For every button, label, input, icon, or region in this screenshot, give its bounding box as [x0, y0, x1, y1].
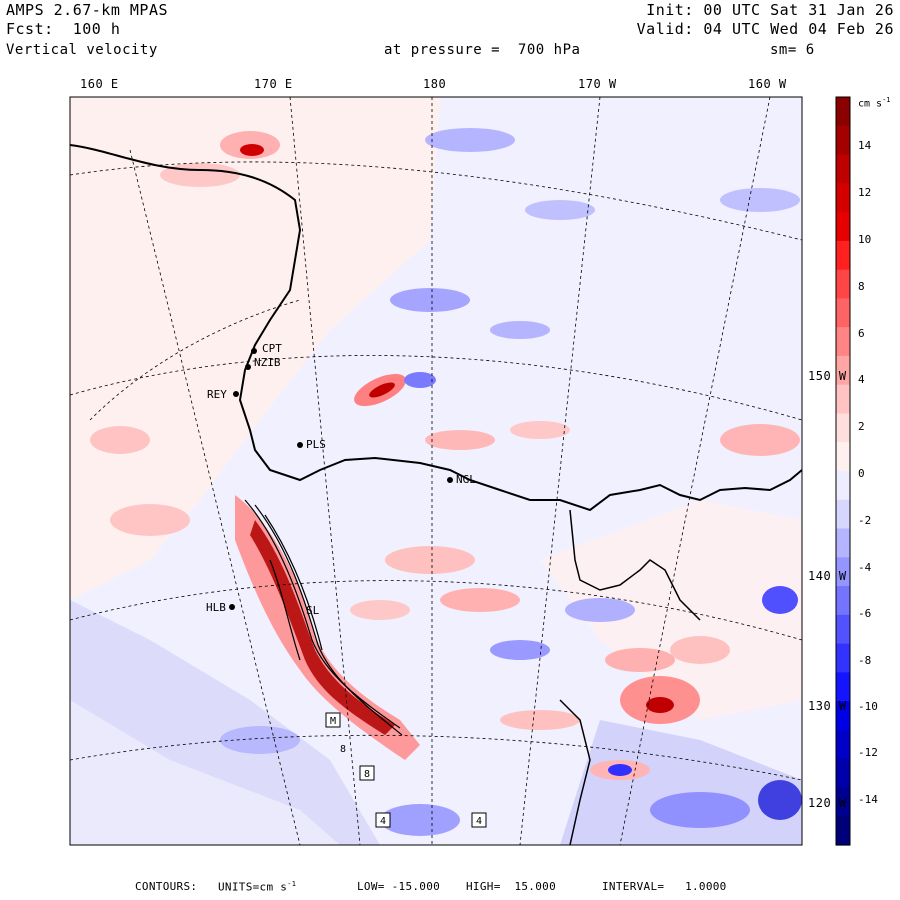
colorbar-swatch: [836, 125, 850, 156]
colorbar-units: cm s-1: [858, 96, 891, 110]
colorbar-swatch: [836, 212, 850, 242]
lat-label-120w: 120 W: [808, 796, 847, 810]
station-rey: REY: [207, 388, 227, 401]
colorbar-swatch: [836, 97, 850, 127]
footer-units: UNITS=cm s-1: [218, 880, 297, 894]
station-pls: PLS: [306, 438, 326, 451]
init-time: Init: 00 UTC Sat 31 Jan 26: [646, 1, 894, 19]
footer-high: HIGH= 15.000: [466, 880, 556, 893]
lon-label-170e: 170 E: [254, 77, 293, 91]
cb-tick-10: 10: [858, 233, 872, 246]
map-frame: [69, 96, 803, 846]
mountain-band-red: [235, 495, 420, 760]
colorbar-swatch: [836, 384, 850, 415]
smoothing: sm= 6: [770, 42, 815, 58]
colorbar-swatch: [836, 240, 850, 271]
ice-divide-line: [559, 699, 591, 845]
cb-tick-6: 6: [858, 327, 865, 340]
ice-shelf-inner: [70, 700, 340, 845]
station-boxes: [325, 712, 487, 828]
lon-label-160e: 160 E: [80, 77, 119, 91]
colorbar-frame: [835, 96, 851, 846]
colorbar-swatch: [836, 269, 850, 299]
colorbar-swatch: [836, 701, 850, 731]
colorbar: [835, 96, 851, 846]
lon-label-170w: 170 W: [578, 77, 617, 91]
station-m: M: [330, 716, 336, 727]
station-4b: 4: [476, 816, 482, 827]
colorbar-swatch: [836, 183, 850, 213]
colorbar-swatch: [836, 787, 850, 817]
colorbar-swatch: [836, 442, 850, 472]
ridge-line: [569, 509, 701, 621]
lon-label-160w: 160 W: [748, 77, 787, 91]
cb-tick-4: 4: [858, 373, 865, 386]
model-title: AMPS 2.67-km MPAS: [6, 1, 169, 19]
footer-interval: INTERVAL= 1.0000: [602, 880, 727, 893]
lat-label-150w: 150 W: [808, 369, 847, 383]
station-cpt: CPT: [262, 342, 282, 355]
coastline: [70, 144, 802, 512]
colorbar-swatch: [836, 758, 850, 789]
station-nzib: NZIB: [254, 356, 281, 369]
lat-label-140w: 140 W: [808, 569, 847, 583]
map-area: [70, 97, 802, 845]
valid-time: Valid: 04 UTC Wed 04 Feb 26: [636, 20, 894, 38]
pink-region-east: [540, 500, 802, 720]
forecast-hour: Fcst: 100 h: [6, 20, 121, 38]
colorbar-swatch: [836, 557, 850, 587]
colorbar-swatch: [836, 327, 850, 357]
cb-tick-m12: -12: [858, 746, 878, 759]
mountain-band-core: [250, 520, 395, 735]
station-ngl: NGL: [456, 473, 476, 486]
footer-low: LOW= -15.000: [357, 880, 441, 893]
lon-label-180: 180: [423, 77, 447, 91]
cb-tick-m14: -14: [858, 793, 878, 806]
colorbar-swatch: [836, 499, 850, 530]
station-4a: 4: [380, 816, 386, 827]
colorbar-swatch: [836, 154, 850, 184]
colorbar-swatch: [836, 672, 850, 702]
colorbar-swatch: [836, 729, 850, 760]
lat-label-130w: 130 W: [808, 699, 847, 713]
cb-tick-m10: -10: [858, 700, 878, 713]
cb-tick-12: 12: [858, 186, 872, 199]
colorbar-swatch: [836, 298, 850, 328]
graticule: [70, 97, 802, 845]
colorbar-swatch: [836, 643, 850, 673]
pressure-level: at pressure = 700 hPa: [384, 42, 581, 58]
cb-tick-m6: -6: [858, 607, 872, 620]
colorbar-swatch: [836, 586, 850, 616]
colorbar-swatch: [836, 471, 850, 501]
downward-motion-blobs: [220, 128, 802, 836]
cb-tick-14: 14: [858, 139, 872, 152]
station-box-labels: M 8 4 4 8: [330, 716, 482, 827]
station-markers: [229, 348, 453, 610]
station-8b: 8: [340, 744, 346, 755]
colorbar-swatch: [836, 413, 850, 443]
footer-label: CONTOURS:: [135, 880, 198, 893]
station-8a: 8: [364, 769, 370, 780]
colorbar-swatch: [836, 614, 850, 645]
cb-tick-8: 8: [858, 280, 865, 293]
field-name: Vertical velocity: [6, 42, 158, 58]
cb-tick-0: 0: [858, 467, 865, 480]
colorbar-swatch: [836, 528, 850, 558]
cb-tick-m2: -2: [858, 514, 872, 527]
colorbar-swatch: [836, 816, 850, 846]
colorbar-swatch: [836, 355, 850, 386]
cb-tick-m4: -4: [858, 561, 872, 574]
station-hlb: HLB: [206, 601, 226, 614]
cb-tick-2: 2: [858, 420, 865, 433]
station-sl: SL: [306, 604, 320, 617]
mountain-contours: [244, 499, 403, 736]
cb-tick-m8: -8: [858, 654, 872, 667]
station-labels: CPT NZIB REY PLS NGL HLB SL: [206, 342, 476, 617]
upward-motion-blobs: [90, 131, 800, 780]
